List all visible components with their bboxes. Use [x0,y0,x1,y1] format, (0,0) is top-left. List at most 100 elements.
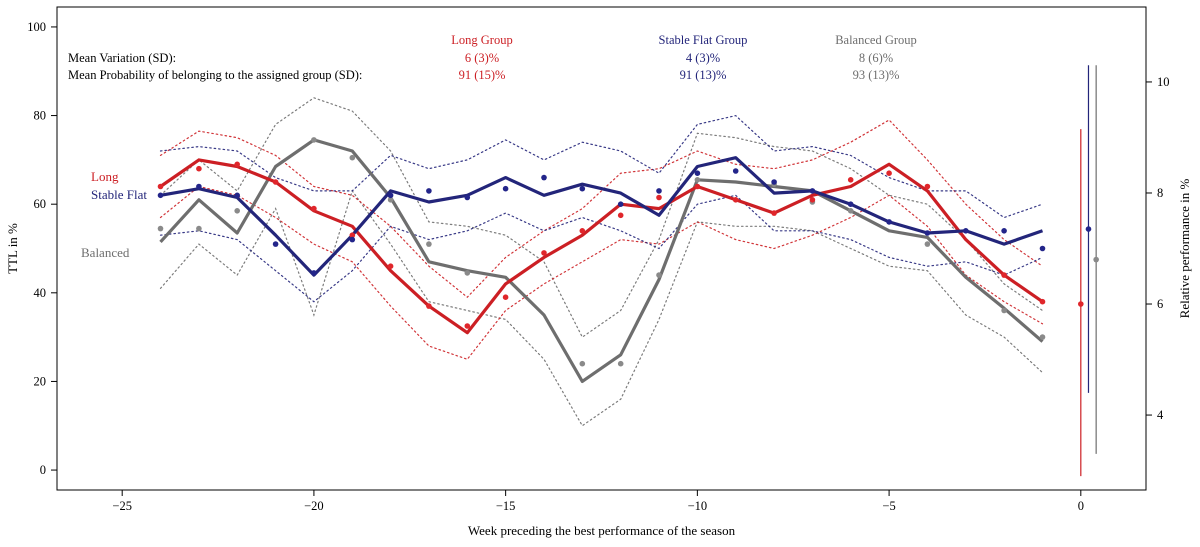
y2-tick-label: 8 [1157,186,1163,200]
axes-layer: −25 −20 −15 −10 −5 0 0 20 40 60 80 100 4 6 8 10 [27,6,1170,513]
stable-upper-band [159,114,1044,219]
stable-point [426,188,432,194]
x-axis-label: Week preceding the best performance of t… [468,523,736,538]
long-rel-perf-point [1078,301,1084,307]
balanced-point [311,137,317,143]
balanced-point [157,225,164,232]
stable-point [272,241,279,247]
long-point [617,212,624,219]
balanced-mean-variation: 8 (6)% [859,51,893,65]
long-point [579,228,586,234]
long-point [732,197,739,203]
stable-point [1001,228,1007,234]
mean-probability-label: Mean Probability of belonging to the ass… [68,68,362,82]
balanced-point [617,360,624,367]
x-tick-label: 0 [1078,499,1084,513]
long-point [771,210,777,216]
y-tick-label: 80 [34,109,47,123]
stable-group-header: Stable Flat Group [659,33,748,47]
stable-point [924,230,931,236]
stable-point [694,170,701,176]
stable-rel-perf-point [1085,226,1092,232]
balanced-point [1039,334,1046,340]
stable-point [349,236,356,243]
balanced-point [694,177,701,183]
balanced-point [196,225,202,232]
long-point [847,177,854,183]
stable-point [541,174,547,181]
balanced-point [464,270,471,276]
y-tick-label: 100 [27,20,46,34]
balanced-group-header: Balanced Group [835,33,917,47]
stable-point [963,228,969,234]
balanced-mean-probability: 93 (13)% [853,68,900,82]
y2-tick-label: 10 [1157,75,1170,89]
balanced-point [1001,307,1007,314]
balanced-point [847,208,854,214]
balanced-point [656,272,662,278]
stable-point [809,188,816,194]
balanced-point [924,241,931,247]
x-tick-label: −25 [112,499,132,513]
stable-mean-variation: 4 (3)% [686,51,720,65]
y2-tick-label: 4 [1157,408,1164,422]
long-point [502,294,509,301]
balanced-upper-band [159,97,1044,338]
x-tick-label: −5 [882,499,895,513]
y-tick-label: 60 [34,197,47,211]
long-mean-line [159,158,1044,335]
stable-point [886,219,892,225]
long-mean-probability: 91 (15)% [459,68,506,82]
stable-point [732,168,739,174]
stable-mean-probability: 91 (13)% [680,68,727,82]
y-tick-label: 0 [40,463,46,477]
long-point [886,170,892,176]
x-tick-label: −15 [496,499,516,513]
y2-tick-label: 6 [1157,297,1163,311]
long-lower-band [159,185,1044,361]
long-mean-variation: 6 (3)% [465,51,499,65]
x-tick-label: −20 [304,499,324,513]
stable-mean-line [160,156,1044,277]
x-tick-label: −10 [688,499,708,513]
stable-point [311,270,317,276]
balanced-mean-line [159,138,1044,383]
mean-variation-label: Mean Variation (SD): [68,51,176,65]
long-group-header: Long Group [451,33,512,47]
long-point [426,303,432,309]
stable-point [502,185,509,192]
stable-point [387,192,394,199]
series-label-stable-flat: Stable Flat [91,187,147,202]
long-point [656,194,662,201]
stable-lower-band [159,194,1044,303]
balanced-point [426,241,432,247]
long-point [272,179,279,185]
long-point [924,183,931,190]
series-label-balanced: Balanced [81,245,130,260]
y2-axis-label: Relative performance in % [1177,178,1192,318]
stable-point [847,201,854,207]
balanced-point [579,360,586,367]
stable-point [1039,245,1046,252]
plot-frame [56,6,1147,491]
long-upper-band [159,119,1044,299]
long-point [809,197,816,203]
stable-point [196,183,202,190]
long-point [234,161,240,168]
plot-layer [157,65,1099,477]
stable-point [771,179,777,185]
balanced-lower-band [159,189,1044,427]
balanced-point [349,154,356,161]
balanced-rel-perf-point [1093,256,1099,263]
stable-point [579,185,586,192]
long-point [157,183,164,190]
series-label-long: Long [91,169,119,184]
stable-point [464,194,471,201]
long-point [541,250,547,256]
balanced-point [387,197,394,203]
y-tick-label: 40 [34,286,47,300]
balanced-point [234,208,240,214]
long-point [694,183,701,190]
stable-point [234,192,240,199]
